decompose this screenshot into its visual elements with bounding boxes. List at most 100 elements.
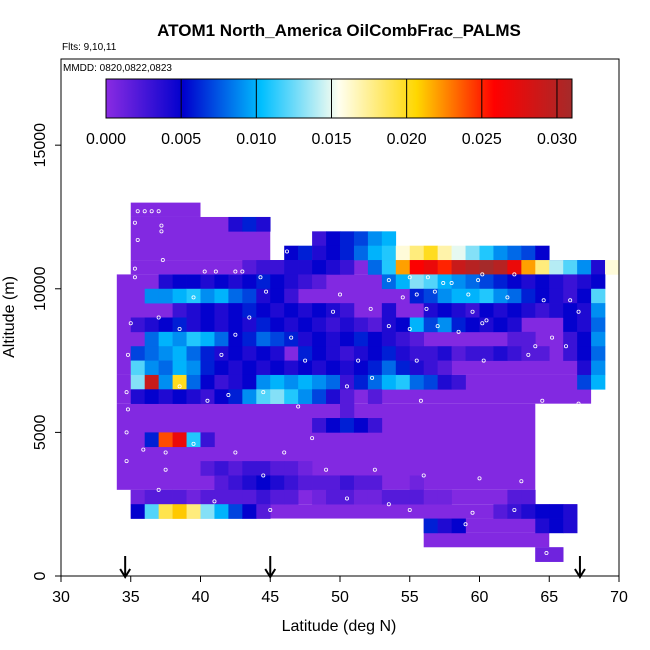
sample-point [303,358,308,363]
heatmap-cell [200,360,215,376]
sample-point [449,281,454,286]
heatmap-cell [577,288,592,304]
heatmap-cell [242,303,257,318]
sample-point [463,522,468,527]
heatmap-cell [312,389,327,404]
heatmap-cell [451,374,466,390]
heatmap-cell [381,245,397,261]
heatmap-cell [270,374,285,390]
heatmap-cell [577,374,592,390]
heatmap-cell [312,274,327,290]
sample-point [400,295,405,300]
heatmap-cell [409,346,424,361]
sample-point [233,450,238,455]
heatmap-cell [228,360,243,376]
heatmap-cell [214,389,229,404]
heatmap-cell [200,274,215,290]
heatmap-cell [312,317,327,333]
x-tick-label: 40 [192,589,210,606]
heatmap-cell [256,461,271,476]
heatmap-cell [214,374,229,390]
heatmap-cell [200,346,215,361]
sample-point [324,467,329,472]
sample-point [505,295,510,300]
heatmap-cell [270,389,285,404]
sample-point [407,507,412,512]
sample-point [372,467,377,472]
heatmap-cell [507,260,522,275]
heatmap-cell [535,346,550,361]
heatmap-cell [381,231,397,246]
heatmap-cell [381,260,397,275]
heatmap-cell [284,288,299,304]
heatmap-cell [437,245,452,261]
heatmap-cell [284,360,299,376]
heatmap-cell [521,303,536,318]
heatmap-cell [270,360,285,376]
heatmap-cell [437,317,452,333]
heatmap-cell [326,260,341,275]
sample-point [282,450,287,455]
heatmap-cell [395,317,411,333]
heatmap-cell [479,260,494,275]
heatmap-cell [256,216,271,232]
heatmap-cell [284,389,299,404]
heatmap-cell [312,360,327,376]
heatmap-cell [312,303,327,318]
x-tick-label: 45 [261,589,279,606]
heatmap-cell [158,288,173,304]
heatmap-cell [298,475,313,491]
sample-point [526,352,531,357]
heatmap-cell [298,360,313,376]
heatmap-cell [367,231,383,246]
heatmap-cell [214,461,229,476]
heatmap-cell [270,274,285,290]
heatmap-cell [367,260,383,275]
heatmap-cell [326,374,341,390]
heatmap-cell [298,303,313,318]
heatmap-cell [465,245,480,261]
x-tick-label: 70 [610,589,628,606]
heatmap-cell [326,317,341,333]
heatmap-cell [591,317,606,333]
heatmap-cell [284,274,299,290]
sample-point [219,352,224,357]
heatmap-cell [521,260,536,275]
heatmap-cell [284,489,299,505]
sample-point [124,459,129,464]
heatmap-cell [591,331,606,347]
heatmap-cell [284,245,299,261]
heatmap-cell [465,317,480,333]
heatmap-cell [409,331,424,347]
heatmap-cell [172,432,187,448]
heatmap-cell [367,360,383,376]
heatmap-cell [298,461,313,476]
sample-point [576,309,581,314]
heatmap-cell [340,346,355,361]
heatmap-cell [367,418,383,433]
mmdd-label: MMDD: 0820,0822,0823 [63,63,172,74]
heatmap-cell [423,374,438,390]
heatmap-cell [423,360,438,376]
heatmap-cell [591,346,606,361]
sample-point [414,358,419,363]
heatmap-cell [298,260,313,275]
heatmap-cell [437,288,452,304]
heatmap-cell [228,216,243,232]
heatmap-cell [200,432,215,448]
heatmap-cell [270,475,285,491]
heatmap-cell [423,274,438,290]
heatmap-cell [423,288,438,304]
heatmap-cell [158,389,173,404]
heatmap-cell [353,489,369,505]
heatmap-cell [312,245,327,261]
heatmap-cell [395,331,411,347]
heatmap-cell [284,374,299,390]
sample-point [386,324,391,329]
sample-point [331,309,336,314]
heatmap-cell [158,274,173,290]
heatmap-cell [409,475,424,491]
sample-point [425,275,430,280]
down-arrow-icon [264,556,277,579]
heatmap-cell [563,260,578,275]
